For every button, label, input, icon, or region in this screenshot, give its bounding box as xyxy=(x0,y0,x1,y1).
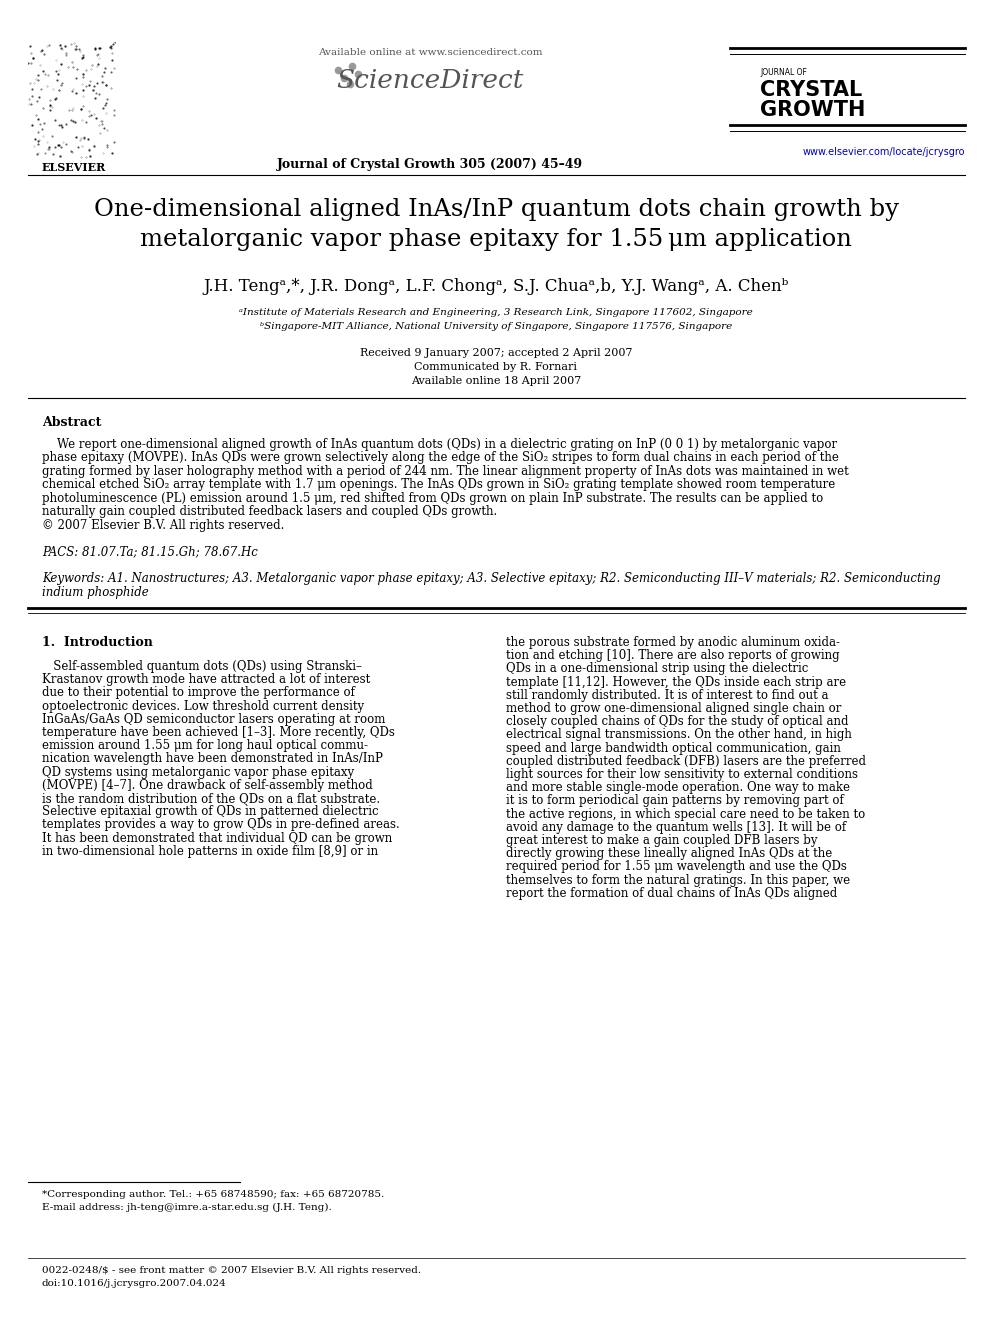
Text: directly growing these lineally aligned InAs QDs at the: directly growing these lineally aligned … xyxy=(506,847,832,860)
Text: the porous substrate formed by anodic aluminum oxida-: the porous substrate formed by anodic al… xyxy=(506,636,840,650)
Text: closely coupled chains of QDs for the study of optical and: closely coupled chains of QDs for the st… xyxy=(506,716,848,728)
Text: templates provides a way to grow QDs in pre-defined areas.: templates provides a way to grow QDs in … xyxy=(42,819,400,831)
Text: Available online 18 April 2007: Available online 18 April 2007 xyxy=(411,376,581,386)
Text: method to grow one-dimensional aligned single chain or: method to grow one-dimensional aligned s… xyxy=(506,703,841,714)
Text: nication wavelength have been demonstrated in InAs/InP: nication wavelength have been demonstrat… xyxy=(42,753,383,766)
Text: www.elsevier.com/locate/jcrysgro: www.elsevier.com/locate/jcrysgro xyxy=(803,147,965,157)
Text: Keywords: A1. Nanostructures; A3. Metalorganic vapor phase epitaxy; A3. Selectiv: Keywords: A1. Nanostructures; A3. Metalo… xyxy=(42,572,940,585)
Text: grating formed by laser holography method with a period of 244 nm. The linear al: grating formed by laser holography metho… xyxy=(42,464,849,478)
Text: temperature have been achieved [1–3]. More recently, QDs: temperature have been achieved [1–3]. Mo… xyxy=(42,726,395,740)
Text: Received 9 January 2007; accepted 2 April 2007: Received 9 January 2007; accepted 2 Apri… xyxy=(360,348,632,359)
Text: PACS: 81.07.Ta; 81.15.Gh; 78.67.Hc: PACS: 81.07.Ta; 81.15.Gh; 78.67.Hc xyxy=(42,545,258,558)
Text: JOURNAL OF: JOURNAL OF xyxy=(760,67,806,77)
Text: chemical etched SiO₂ array template with 1.7 μm openings. The InAs QDs grown in : chemical etched SiO₂ array template with… xyxy=(42,479,835,492)
Text: © 2007 Elsevier B.V. All rights reserved.: © 2007 Elsevier B.V. All rights reserved… xyxy=(42,519,285,532)
Text: is the random distribution of the QDs on a flat substrate.: is the random distribution of the QDs on… xyxy=(42,792,380,804)
Text: photoluminescence (PL) emission around 1.5 μm, red shifted from QDs grown on pla: photoluminescence (PL) emission around 1… xyxy=(42,492,823,505)
Text: Abstract: Abstract xyxy=(42,415,101,429)
Text: CRYSTAL: CRYSTAL xyxy=(760,79,862,101)
Text: metalorganic vapor phase epitaxy for 1.55 μm application: metalorganic vapor phase epitaxy for 1.5… xyxy=(140,228,852,251)
Text: in two-dimensional hole patterns in oxide film [8,9] or in: in two-dimensional hole patterns in oxid… xyxy=(42,845,378,857)
Text: great interest to make a gain coupled DFB lasers by: great interest to make a gain coupled DF… xyxy=(506,833,817,847)
Text: indium phosphide: indium phosphide xyxy=(42,586,149,599)
Text: *Corresponding author. Tel.: +65 68748590; fax: +65 68720785.: *Corresponding author. Tel.: +65 6874859… xyxy=(42,1189,384,1199)
Text: Communicated by R. Fornari: Communicated by R. Fornari xyxy=(415,363,577,372)
Text: template [11,12]. However, the QDs inside each strip are: template [11,12]. However, the QDs insid… xyxy=(506,676,846,688)
Text: tion and etching [10]. There are also reports of growing: tion and etching [10]. There are also re… xyxy=(506,650,839,663)
Text: ᵃInstitute of Materials Research and Engineering, 3 Research Link, Singapore 117: ᵃInstitute of Materials Research and Eng… xyxy=(239,308,753,318)
Text: coupled distributed feedback (DFB) lasers are the preferred: coupled distributed feedback (DFB) laser… xyxy=(506,755,866,767)
Text: Journal of Crystal Growth 305 (2007) 45–49: Journal of Crystal Growth 305 (2007) 45–… xyxy=(277,157,583,171)
Text: required period for 1.55 μm wavelength and use the QDs: required period for 1.55 μm wavelength a… xyxy=(506,860,847,873)
Text: We report one-dimensional aligned growth of InAs quantum dots (QDs) in a dielect: We report one-dimensional aligned growth… xyxy=(42,438,837,451)
Text: the active regions, in which special care need to be taken to: the active regions, in which special car… xyxy=(506,807,865,820)
Text: GROWTH: GROWTH xyxy=(760,101,865,120)
Text: ELSEVIER: ELSEVIER xyxy=(42,161,106,173)
Text: electrical signal transmissions. On the other hand, in high: electrical signal transmissions. On the … xyxy=(506,729,852,741)
Text: (MOVPE) [4–7]. One drawback of self-assembly method: (MOVPE) [4–7]. One drawback of self-asse… xyxy=(42,779,373,791)
Text: ᵇSingapore-MIT Alliance, National University of Singapore, Singapore 117576, Sin: ᵇSingapore-MIT Alliance, National Univer… xyxy=(260,321,732,331)
Text: speed and large bandwidth optical communication, gain: speed and large bandwidth optical commun… xyxy=(506,742,841,754)
Text: QDs in a one-dimensional strip using the dielectric: QDs in a one-dimensional strip using the… xyxy=(506,663,808,676)
Text: it is to form periodical gain patterns by removing part of: it is to form periodical gain patterns b… xyxy=(506,794,844,807)
Text: InGaAs/GaAs QD semiconductor lasers operating at room: InGaAs/GaAs QD semiconductor lasers oper… xyxy=(42,713,385,726)
Text: Self-assembled quantum dots (QDs) using Stranski–: Self-assembled quantum dots (QDs) using … xyxy=(42,660,362,673)
Text: due to their potential to improve the performance of: due to their potential to improve the pe… xyxy=(42,687,355,700)
Text: 0022-0248/$ - see front matter © 2007 Elsevier B.V. All rights reserved.: 0022-0248/$ - see front matter © 2007 El… xyxy=(42,1266,422,1275)
Text: Krastanov growth mode have attracted a lot of interest: Krastanov growth mode have attracted a l… xyxy=(42,673,370,687)
Text: It has been demonstrated that individual QD can be grown: It has been demonstrated that individual… xyxy=(42,832,392,844)
Text: report the formation of dual chains of InAs QDs aligned: report the formation of dual chains of I… xyxy=(506,886,837,900)
Text: naturally gain coupled distributed feedback lasers and coupled QDs growth.: naturally gain coupled distributed feedb… xyxy=(42,505,497,519)
Text: phase epitaxy (MOVPE). InAs QDs were grown selectively along the edge of the SiO: phase epitaxy (MOVPE). InAs QDs were gro… xyxy=(42,451,839,464)
Text: 1.  Introduction: 1. Introduction xyxy=(42,636,153,650)
Text: emission around 1.55 μm for long haul optical commu-: emission around 1.55 μm for long haul op… xyxy=(42,740,368,753)
Text: Selective epitaxial growth of QDs in patterned dielectric: Selective epitaxial growth of QDs in pat… xyxy=(42,806,379,818)
Text: doi:10.1016/j.jcrysgro.2007.04.024: doi:10.1016/j.jcrysgro.2007.04.024 xyxy=(42,1279,227,1289)
Text: QD systems using metalorganic vapor phase epitaxy: QD systems using metalorganic vapor phas… xyxy=(42,766,354,779)
Text: and more stable single-mode operation. One way to make: and more stable single-mode operation. O… xyxy=(506,781,850,794)
Text: J.H. Tengᵃ,*, J.R. Dongᵃ, L.F. Chongᵃ, S.J. Chuaᵃ,b, Y.J. Wangᵃ, A. Chenᵇ: J.H. Tengᵃ,*, J.R. Dongᵃ, L.F. Chongᵃ, S… xyxy=(203,278,789,295)
Text: ScienceDirect: ScienceDirect xyxy=(336,67,524,93)
Text: light sources for their low sensitivity to external conditions: light sources for their low sensitivity … xyxy=(506,767,858,781)
Text: avoid any damage to the quantum wells [13]. It will be of: avoid any damage to the quantum wells [1… xyxy=(506,820,846,833)
Text: E-mail address: jh-teng@imre.a-star.edu.sg (J.H. Teng).: E-mail address: jh-teng@imre.a-star.edu.… xyxy=(42,1203,331,1212)
Text: One-dimensional aligned InAs/InP quantum dots chain growth by: One-dimensional aligned InAs/InP quantum… xyxy=(93,198,899,221)
Text: Available online at www.sciencedirect.com: Available online at www.sciencedirect.co… xyxy=(317,48,543,57)
Text: themselves to form the natural gratings. In this paper, we: themselves to form the natural gratings.… xyxy=(506,873,850,886)
Text: still randomly distributed. It is of interest to find out a: still randomly distributed. It is of int… xyxy=(506,689,828,701)
Text: optoelectronic devices. Low threshold current density: optoelectronic devices. Low threshold cu… xyxy=(42,700,364,713)
